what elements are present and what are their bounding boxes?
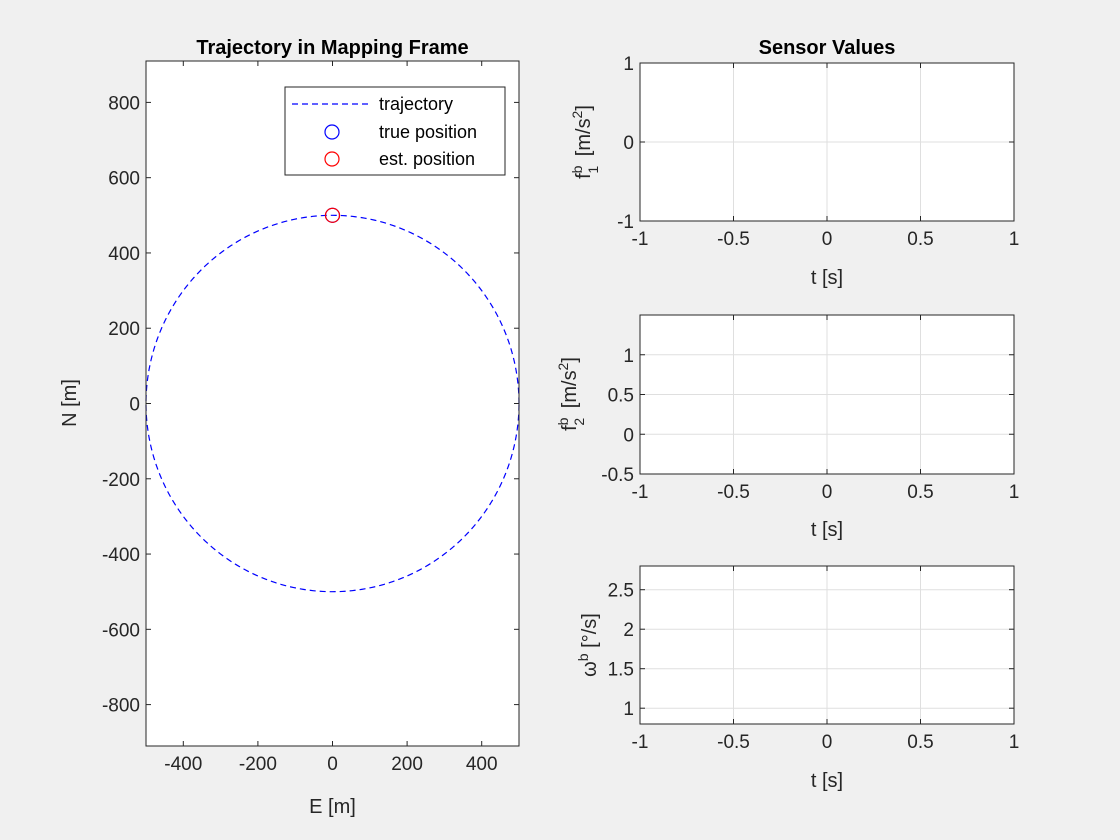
legend-box bbox=[284, 86, 506, 176]
y-tick-label: 2 bbox=[623, 620, 634, 641]
y-tick-label: 0 bbox=[623, 133, 634, 154]
sensor-omega-axes-box bbox=[639, 565, 1015, 725]
y-tick-label: -1 bbox=[617, 212, 634, 233]
sensor-f1-xlabel: t [s] bbox=[811, 267, 843, 289]
trajectory-line bbox=[145, 214, 520, 593]
y-tick-label: 800 bbox=[108, 93, 140, 114]
legend-est-position-label: est. position bbox=[379, 149, 475, 169]
x-tick-label: 1 bbox=[1009, 482, 1020, 503]
sensor-f2-axes-box bbox=[639, 314, 1015, 475]
sensor-omega-axes: -1 -0.5 0 0.5 1 1 1.5 2 2.5 t [s] ωb [°/s] bbox=[575, 565, 1020, 792]
y-tick-label: 1 bbox=[623, 699, 634, 720]
x-tick-label: -200 bbox=[239, 754, 277, 775]
sensor-omega-ylabel: ωb [°/s] bbox=[575, 613, 601, 677]
x-tick-label: 0 bbox=[327, 754, 338, 775]
sensor-f2-xlabel: t [s] bbox=[811, 519, 843, 541]
x-tick-label: 200 bbox=[391, 754, 423, 775]
sensor-f1-axes-box bbox=[639, 62, 1015, 222]
est-position-marker bbox=[324, 207, 341, 223]
x-tick-label: 400 bbox=[466, 754, 498, 775]
y-tick-label: 2.5 bbox=[608, 581, 634, 602]
svg-text:ωb [°/s]: ωb [°/s] bbox=[575, 613, 601, 677]
y-tick-label: -400 bbox=[102, 545, 140, 566]
sensor-f1-axes: -1 -0.5 0 0.5 1 -1 0 1 Sensor Values t [s] fb1 … bbox=[569, 37, 1019, 289]
legend-true-position-label: true position bbox=[379, 122, 477, 142]
trajectory-legend: trajectory true position est. position bbox=[284, 86, 506, 176]
y-tick-label: 0 bbox=[623, 425, 634, 446]
sensor-omega-xlabel: t [s] bbox=[811, 770, 843, 792]
x-tick-label: -400 bbox=[164, 754, 202, 775]
y-tick-label: -0.5 bbox=[601, 465, 634, 486]
y-tick-label: 200 bbox=[108, 319, 140, 340]
svg-text:fb2 [m/s2]: fb2 [m/s2] bbox=[555, 357, 587, 431]
y-tick-label: 1 bbox=[623, 54, 634, 75]
x-tick-label: 1 bbox=[1009, 229, 1020, 250]
y-tick-label: 600 bbox=[108, 169, 140, 190]
x-tick-label: 0.5 bbox=[907, 229, 933, 250]
x-tick-label: 0 bbox=[822, 229, 833, 250]
x-tick-label: -1 bbox=[632, 229, 649, 250]
x-tick-label: 0.5 bbox=[907, 482, 933, 503]
trajectory-ylabel: N [m] bbox=[59, 379, 81, 427]
sensor-values-title: Sensor Values bbox=[759, 37, 896, 59]
trajectory-xlabel: E [m] bbox=[309, 796, 356, 818]
x-tick-label: -1 bbox=[632, 482, 649, 503]
x-tick-label: 1 bbox=[1009, 732, 1020, 753]
y-tick-label: 0 bbox=[129, 395, 140, 416]
y-tick-label: 1 bbox=[623, 346, 634, 367]
x-tick-label: 0 bbox=[822, 482, 833, 503]
legend-true-position-swatch bbox=[324, 124, 340, 140]
trajectory-title: Trajectory in Mapping Frame bbox=[196, 37, 468, 59]
y-tick-label: 400 bbox=[108, 244, 140, 265]
y-tick-label: 0.5 bbox=[608, 386, 634, 407]
x-tick-label: 0.5 bbox=[907, 732, 933, 753]
x-tick-label: 0 bbox=[822, 732, 833, 753]
trajectory-axes-box bbox=[145, 60, 520, 747]
x-tick-label: -0.5 bbox=[717, 482, 750, 503]
x-tick-label: -0.5 bbox=[717, 229, 750, 250]
x-tick-label: -0.5 bbox=[717, 732, 750, 753]
sensor-f1-ylabel: fb1 [m/s2] bbox=[569, 105, 601, 179]
legend-est-position-swatch bbox=[324, 151, 340, 167]
y-tick-label: -600 bbox=[102, 620, 140, 641]
y-tick-label: -800 bbox=[102, 696, 140, 717]
y-tick-label: 1.5 bbox=[608, 660, 634, 681]
sensor-f2-ylabel: fb2 [m/s2] bbox=[555, 357, 587, 431]
svg-text:fb1 [m/s2]: fb1 [m/s2] bbox=[569, 105, 601, 179]
sensor-f2-axes: -1 -0.5 0 0.5 1-0.500.51 t [s] fb2 [m/s2] bbox=[555, 314, 1020, 541]
y-tick-label: -200 bbox=[102, 470, 140, 491]
legend-trajectory-label: trajectory bbox=[379, 94, 453, 114]
x-tick-label: -1 bbox=[632, 732, 649, 753]
trajectory-axes: -400 -200 0 200 400 -800 -600 -400 -200 0 200 400 60… bbox=[59, 37, 520, 818]
